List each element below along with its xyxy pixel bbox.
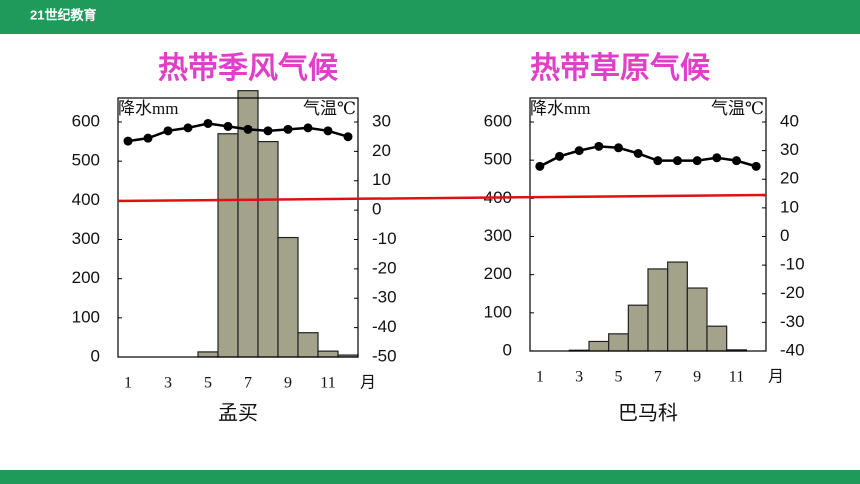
- bar: [317, 350, 339, 358]
- y2-tick-label: 20: [372, 141, 391, 160]
- y-tick-label: 600: [72, 111, 100, 130]
- bar: [217, 133, 239, 358]
- temperature-point: [673, 156, 682, 166]
- y2-tick-label: 10: [372, 170, 391, 189]
- x-tick-label: 3: [164, 375, 172, 392]
- temperature-point: [751, 161, 761, 171]
- plot-frame: [117, 97, 359, 358]
- temperature-point: [263, 126, 273, 136]
- y2-tick-label: 0: [372, 200, 381, 219]
- y2-tick-label: -50: [372, 346, 397, 365]
- bottom-bar: [0, 470, 860, 484]
- x-tick-label: 7: [244, 375, 252, 392]
- y-tick-label: 300: [72, 229, 100, 248]
- x-tick-label: 5: [615, 369, 623, 386]
- x-tick-label: 11: [729, 369, 744, 386]
- y2-tick-label: -10: [780, 255, 805, 274]
- temperature-point: [163, 126, 173, 136]
- reference-line: [117, 193, 767, 203]
- chart-title: 热带草原气候: [530, 52, 711, 85]
- y-tick-label: 500: [72, 151, 100, 170]
- bar: [686, 287, 708, 352]
- x-tick-label: 5: [204, 375, 212, 392]
- bar: [627, 304, 649, 352]
- chart-title: 热带季风气候: [158, 52, 339, 85]
- bar: [647, 268, 669, 352]
- y-tick-label: 600: [484, 111, 512, 130]
- y2-tick-label: -40: [372, 317, 397, 336]
- x-tick-label: 9: [693, 369, 701, 386]
- y2-tick-label: -10: [372, 229, 397, 248]
- temperature-point: [712, 153, 722, 163]
- temperature-point: [574, 146, 584, 156]
- y2-tick-label: -30: [780, 312, 805, 331]
- bar: [197, 351, 219, 358]
- y2-axis-label: 气温℃: [711, 99, 764, 118]
- y2-tick-label: -30: [372, 288, 397, 307]
- y-axis-label: 降水mm: [118, 99, 178, 118]
- x-unit-label: 月: [768, 369, 784, 386]
- y-tick-label: 200: [72, 268, 100, 287]
- temperature-point: [323, 126, 333, 136]
- y2-tick-label: 40: [780, 111, 799, 130]
- y-tick-label: 100: [484, 302, 512, 321]
- bar: [277, 236, 299, 358]
- y-tick-label: 400: [72, 190, 100, 209]
- y2-tick-label: 30: [372, 111, 391, 130]
- y2-tick-label: 30: [780, 140, 799, 159]
- temperature-point: [653, 156, 663, 166]
- temperature-point: [283, 124, 293, 134]
- temperature-point: [594, 141, 604, 151]
- caption: 巴马科: [618, 402, 678, 425]
- x-unit-label: 月: [360, 375, 376, 392]
- top-bar: [0, 0, 860, 34]
- y2-tick-label: -20: [372, 258, 397, 277]
- bar: [608, 333, 629, 352]
- y-tick-label: 300: [484, 226, 512, 245]
- caption: 孟买: [218, 402, 258, 425]
- temperature-point: [343, 132, 353, 142]
- x-tick-label: 1: [124, 375, 132, 392]
- y2-tick-label: 0: [780, 226, 789, 245]
- y2-axis-label: 气温℃: [303, 99, 356, 118]
- temperature-point: [243, 124, 253, 134]
- temperature-line: [539, 145, 757, 168]
- y-tick-label: 0: [503, 340, 512, 359]
- y-tick-label: 500: [484, 150, 512, 169]
- x-tick-label: 1: [536, 369, 544, 386]
- y2-tick-label: 20: [780, 169, 799, 188]
- y-tick-label: 0: [91, 346, 100, 365]
- y-tick-label: 200: [484, 264, 512, 283]
- y2-tick-label: -20: [780, 283, 805, 302]
- logo: 21世纪教育: [30, 7, 96, 22]
- bar: [257, 140, 279, 358]
- temperature-point: [614, 143, 623, 153]
- plot-frame: [529, 97, 767, 352]
- temperature-point: [555, 151, 564, 161]
- temperature-point: [143, 133, 153, 143]
- temperature-point: [633, 148, 643, 158]
- y2-tick-label: 10: [780, 197, 799, 216]
- x-tick-label: 11: [320, 375, 335, 392]
- y-tick-label: 100: [72, 307, 100, 326]
- x-tick-label: 3: [575, 369, 583, 386]
- x-tick-label: 9: [284, 375, 292, 392]
- temperature-point: [732, 156, 741, 166]
- temperature-point: [692, 156, 702, 166]
- bar: [667, 261, 688, 352]
- temperature-point: [303, 123, 313, 133]
- bar: [297, 332, 319, 358]
- bar: [706, 325, 728, 352]
- temperature-point: [123, 136, 133, 146]
- temperature-point: [535, 161, 545, 171]
- temperature-point: [183, 123, 193, 133]
- bar: [588, 340, 610, 352]
- x-tick-label: 7: [654, 369, 662, 386]
- temperature-point: [223, 121, 233, 131]
- y2-tick-label: -40: [780, 340, 805, 359]
- y-axis-label: 降水mm: [530, 99, 590, 118]
- temperature-point: [203, 118, 213, 128]
